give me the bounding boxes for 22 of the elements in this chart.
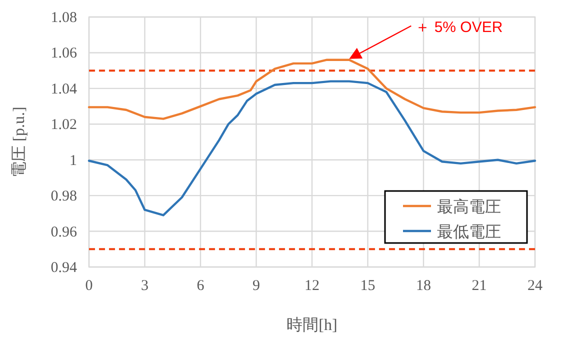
x-tick-label: 6 [196, 278, 205, 294]
y-tick-label: 1.06 [50, 46, 78, 62]
x-tick-label: 12 [304, 278, 320, 294]
y-tick-label: 1 [70, 152, 77, 169]
x-tick-label: 21 [472, 278, 487, 294]
y-tick-label: 1.04 [50, 81, 78, 98]
y-tick-label: 0.94 [50, 260, 78, 276]
x-tick-label: 0 [85, 278, 93, 294]
y-tick-label: 1.02 [50, 117, 77, 134]
legend-label: 最高電圧 [437, 198, 501, 216]
x-tick-label: 15 [360, 278, 376, 294]
y-tick-label: 0.98 [50, 188, 77, 205]
y-tick-label: 1.08 [50, 10, 77, 26]
x-tick-label: 3 [141, 278, 148, 294]
legend-label: 最低電圧 [437, 224, 501, 241]
y-tick-label: 0.96 [50, 224, 78, 240]
y-axis-title: 電圧 [p.u.] [11, 106, 28, 178]
x-axis-title: 時間[h] [286, 316, 338, 334]
x-tick-label: 24 [528, 278, 543, 294]
x-tick-label: 18 [416, 278, 431, 294]
x-tick-label: 9 [252, 278, 260, 294]
annotation: ＋ 5% OVER [415, 18, 503, 36]
